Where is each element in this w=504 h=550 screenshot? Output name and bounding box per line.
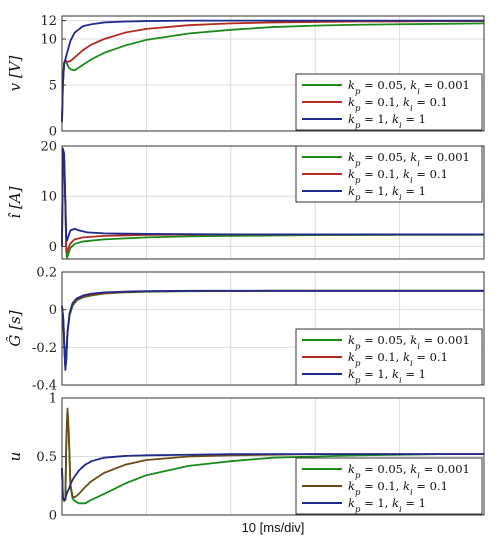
y-tick-label: 0 [49,509,57,524]
series-lines [61,289,484,371]
y-tick-label: 0 [49,125,57,140]
x-axis-label: 10 [ms/div] [242,520,305,535]
y-tick-labels: 0 10 20 [40,140,66,255]
legend-label-k-p-0-05-k-i-0-001: kp = 0.05, ki = 0.001 [348,150,470,169]
y-tick-label: 0 [49,240,57,255]
series-line-k-p-1-k-i-1 [61,19,484,122]
series-lines [61,147,484,259]
y-axis-label: Ĝ [s] [6,310,24,346]
plot-frame [61,271,485,386]
legend-label-k-p-0-05-k-i-0-001: kp = 0.05, ki = 0.001 [348,462,470,481]
y-axis-label: î [A] [6,186,24,218]
series-lines [61,407,484,505]
legend-label-k-p-1-k-i-1: kp = 1, ki = 1 [348,112,426,131]
y-tick-label: 0.5 [36,450,57,465]
legend-label-k-p-1-k-i-1: kp = 1, ki = 1 [348,367,426,386]
series-line-k-p-1-k-i-1 [61,147,484,247]
series-line-k-p-1-k-i-1 [61,289,484,371]
series-line-k-p-1-k-i-1 [61,453,484,501]
y-tick-label: 20 [40,140,57,155]
panel-g-estimate: -0.4 -0.2 0 0.2 Ĝ [s] kp = 0.05, ki = 0.001… [6,266,485,394]
y-tick-label: 5 [49,79,57,94]
series-lines [61,19,485,122]
y-tick-label: 12 [40,14,57,29]
y-tick-labels: -0.4 -0.2 0 0.2 [32,266,66,394]
legend-label-k-p-0-1-k-i-0-1: kp = 0.1, ki = 0.1 [348,167,448,186]
plot-frame [61,15,485,132]
y-tick-label: -0.2 [32,341,57,356]
y-tick-label: 0.2 [36,266,57,281]
y-axis-label: v [V] [6,55,24,91]
legend-label-k-p-0-05-k-i-0-001: kp = 0.05, ki = 0.001 [348,333,470,352]
legend-label-k-p-0-1-k-i-0-1: kp = 0.1, ki = 0.1 [348,479,448,498]
legend-label-k-p-1-k-i-1: kp = 1, ki = 1 [348,184,426,203]
legend-label-k-p-0-1-k-i-0-1: kp = 0.1, ki = 0.1 [348,95,448,114]
y-tick-label: 10 [40,190,57,205]
y-axis-label: u [6,452,24,462]
y-tick-label: 1 [49,392,57,407]
legend-label-k-p-1-k-i-1: kp = 1, ki = 1 [348,496,426,515]
plot-frame [61,397,485,516]
y-tick-label: 10 [40,33,57,48]
y-tick-label: 0 [49,303,57,318]
legend-label-k-p-0-1-k-i-0-1: kp = 0.1, ki = 0.1 [348,350,448,369]
y-tick-label: -0.4 [32,379,57,394]
plot-frame [61,145,485,260]
legend-label-k-p-0-05-k-i-0-001: kp = 0.05, ki = 0.001 [348,78,470,97]
